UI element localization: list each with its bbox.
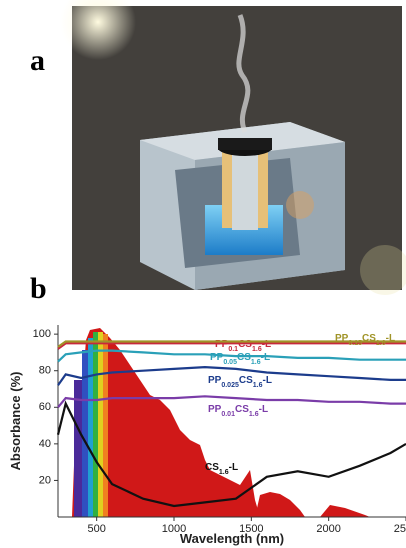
x-tick-label: 1500 <box>239 523 263 535</box>
series-label: PP0.025CS1.6-L <box>208 375 272 389</box>
y-tick-label: 80 <box>39 365 51 377</box>
series-label: PP0.01CS1.6-L <box>208 404 268 418</box>
series-line <box>57 349 406 363</box>
x-tick-label: 1000 <box>162 523 186 535</box>
series-label: CS1.6-L <box>205 462 238 476</box>
x-tick-label: 500 <box>87 523 105 535</box>
x-tick-label: 2000 <box>316 523 340 535</box>
y-tick-label: 60 <box>39 401 51 413</box>
series-line <box>56 400 406 508</box>
series-label: PP0.05CS1.6-L <box>210 352 270 366</box>
y-tick-label: 100 <box>33 328 51 340</box>
series-line <box>57 342 406 350</box>
y-axis-title: Absorbance (%) <box>8 372 23 471</box>
x-axis-title: Wavelength (nm) <box>180 531 284 546</box>
panel-label: a <box>30 44 45 77</box>
y-tick-label: 20 <box>39 474 51 486</box>
series-line <box>57 395 406 409</box>
y-tick-label: 40 <box>39 438 51 450</box>
series-line <box>57 365 406 386</box>
solar-spectrum <box>72 328 370 517</box>
illustration <box>60 0 406 295</box>
series-line <box>57 340 406 348</box>
series-label: PP0.1CS1.6-L <box>215 339 271 353</box>
series-label: PP0.15CS1.6-L <box>335 333 395 347</box>
x-tick-label: 2500 <box>394 523 406 535</box>
panel-label: b <box>30 272 47 305</box>
